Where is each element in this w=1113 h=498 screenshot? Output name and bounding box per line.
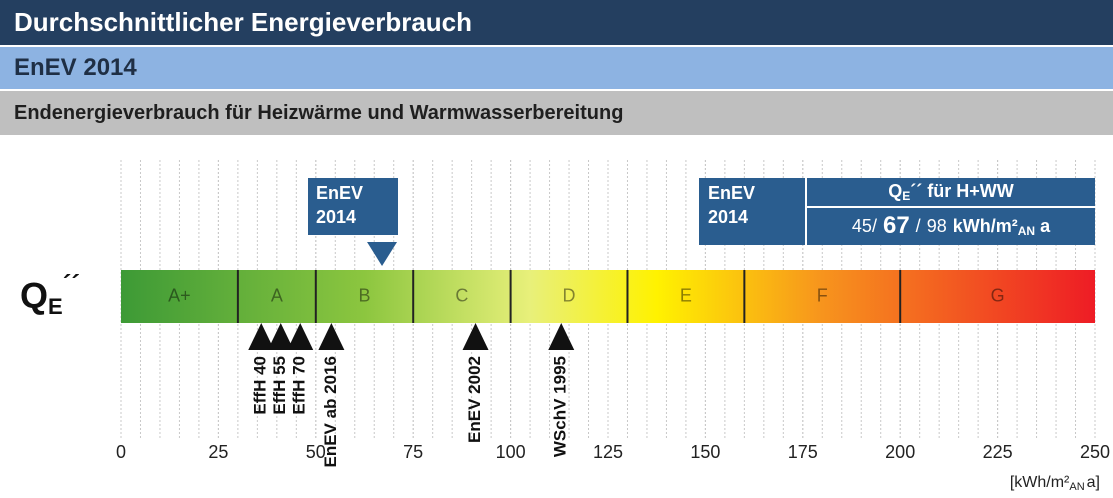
x-tick-label: 175 <box>788 442 818 462</box>
class-label: E <box>680 285 692 305</box>
x-tick-label: 250 <box>1080 442 1110 462</box>
y-label-sub: E <box>48 294 63 319</box>
y-label-suffix: ´´ <box>63 269 80 299</box>
marker-label: EffH 70 <box>290 356 309 415</box>
info-values: 45/67/98 kWh/m²AN a <box>852 212 1051 239</box>
description: Endenergieverbrauch für Heizwärme und Wa… <box>0 91 1113 135</box>
x-tick-label: 75 <box>403 442 423 462</box>
info-heading-suffix: ´´ für H+WW <box>910 181 1013 201</box>
marker-triangle <box>287 323 314 350</box>
x-unit: [kWh/m²AN a] <box>1010 474 1100 493</box>
x-tick-label: 200 <box>885 442 915 462</box>
info-unit: kWh/m² <box>953 216 1018 236</box>
x-unit-end: a] <box>1087 474 1100 491</box>
class-label: C <box>455 285 468 305</box>
info-box-left <box>699 178 805 245</box>
info-heading-sub: E <box>902 189 910 203</box>
info-label: 2014 <box>708 207 748 227</box>
marker-label: EnEV 2002 <box>465 356 484 443</box>
class-label: A <box>271 285 283 305</box>
class-label: G <box>991 285 1005 305</box>
marker-label: EnEV ab 2016 <box>321 356 340 468</box>
x-unit-main: [kWh/m² <box>1010 474 1070 491</box>
marker-triangle <box>318 323 345 350</box>
class-label: D <box>563 285 576 305</box>
subtitle: EnEV 2014 <box>0 47 1113 89</box>
x-unit-sub: AN <box>1069 481 1084 493</box>
info-value: 98 <box>927 216 947 236</box>
marker-triangle <box>248 323 275 350</box>
x-tick-label: 50 <box>306 442 326 462</box>
info-value: 45 <box>852 216 872 236</box>
info-box-right <box>807 178 1095 245</box>
info-separator: / <box>872 216 877 236</box>
class-label: F <box>817 285 828 305</box>
marker-triangle <box>548 323 575 350</box>
callout-label: 2014 <box>316 207 356 227</box>
class-label: A+ <box>168 285 191 305</box>
y-label: QE´´ <box>20 269 80 319</box>
marker-triangle <box>462 323 489 350</box>
y-label-symbol: Q <box>20 275 48 316</box>
callout-triangle <box>367 242 398 266</box>
class-label: B <box>358 285 370 305</box>
info-value: 67 <box>883 212 910 239</box>
x-tick-label: 225 <box>983 442 1013 462</box>
info-heading: QE´´ für H+WW <box>888 181 1014 203</box>
marker-triangle <box>267 323 294 350</box>
marker-label: EffH 55 <box>270 356 289 415</box>
info-label: EnEV <box>708 183 755 203</box>
x-tick-label: 25 <box>208 442 228 462</box>
x-tick-label: 125 <box>593 442 623 462</box>
callout-box <box>308 178 398 235</box>
callout-label: EnEV <box>316 183 363 203</box>
marker-label: EffH 40 <box>251 356 270 415</box>
x-tick-label: 150 <box>690 442 720 462</box>
x-tick-label: 0 <box>116 442 126 462</box>
info-unit-sub: AN <box>1018 224 1035 238</box>
title: Durchschnittlicher Energieverbrauch <box>0 0 1113 45</box>
info-separator: / <box>916 216 921 236</box>
info-unit-end: a <box>1040 216 1051 236</box>
marker-label: WSchV 1995 <box>551 356 570 457</box>
x-tick-label: 100 <box>496 442 526 462</box>
info-heading-symbol: Q <box>888 181 902 201</box>
scale-band <box>121 270 1095 323</box>
